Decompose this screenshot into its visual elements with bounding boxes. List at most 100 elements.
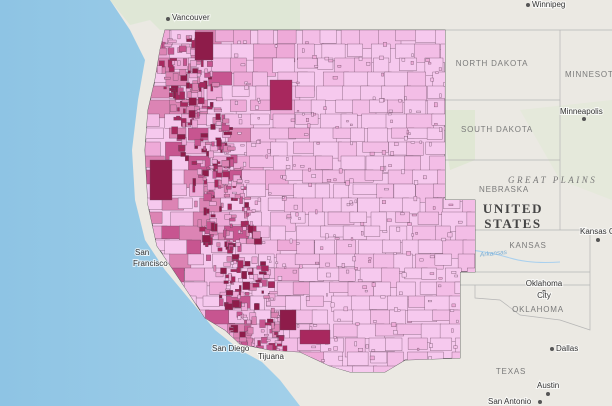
- county-cell: [169, 58, 177, 61]
- county-cell: [402, 197, 421, 215]
- county-cell: [295, 212, 299, 217]
- county-cell: [221, 124, 230, 132]
- county-cell: [163, 86, 167, 90]
- county-cell: [231, 300, 240, 308]
- county-cell: [305, 296, 310, 301]
- county-cell: [244, 202, 249, 208]
- county-cell: [438, 67, 442, 71]
- county-cell: [290, 118, 296, 122]
- county-cell: [253, 274, 259, 281]
- county-cell: [221, 160, 230, 167]
- county-cell: [211, 159, 218, 164]
- county-cell: [328, 348, 332, 351]
- county-cell: [308, 183, 312, 187]
- county-cell: [227, 203, 232, 210]
- county-cell: [268, 183, 297, 196]
- county-cell: [205, 242, 209, 247]
- county-cell: [394, 142, 399, 146]
- county-cell: [184, 267, 205, 282]
- county-cell: [200, 133, 209, 138]
- county-cell: [189, 72, 198, 79]
- county-cell: [324, 56, 329, 61]
- county-cell: [240, 166, 244, 170]
- county-cell: [216, 242, 221, 247]
- county-cell: [414, 180, 419, 185]
- county-cell: [379, 55, 384, 60]
- county-cell: [263, 274, 270, 279]
- county-cell: [419, 258, 424, 262]
- county-cell: [387, 113, 392, 116]
- county-cell: [380, 166, 385, 171]
- county-cell: [458, 220, 463, 224]
- county-cell: [240, 186, 245, 190]
- county-cell: [295, 85, 315, 98]
- county-cell: [197, 219, 202, 228]
- county-cell: [191, 161, 198, 165]
- county-cell: [410, 61, 414, 65]
- county-cell: [256, 265, 262, 270]
- county-cell: [341, 263, 345, 268]
- county-cell: [282, 196, 285, 199]
- county-cell: [226, 185, 232, 190]
- county-cell: [293, 164, 296, 167]
- city-dot: [538, 400, 542, 404]
- county-cell: [223, 229, 227, 238]
- county-cell: [302, 112, 305, 116]
- county-cell: [244, 152, 247, 156]
- county-cell: [388, 164, 392, 167]
- county-cell: [419, 140, 422, 144]
- county-cell: [231, 254, 240, 260]
- county-cell: [357, 279, 363, 282]
- county-cell: [435, 71, 439, 74]
- county-cell: [178, 147, 185, 152]
- county-cell: [333, 323, 361, 338]
- county-cell: [210, 234, 214, 237]
- county-cell: [247, 327, 254, 335]
- county-cell: [355, 322, 360, 326]
- county-cell: [286, 214, 292, 218]
- county-cell: [199, 107, 208, 112]
- county-cell: [244, 180, 250, 183]
- county-cell: [191, 40, 196, 48]
- county-cell: [411, 233, 414, 237]
- county-cell: [384, 165, 387, 171]
- county-cell: [252, 71, 268, 87]
- county-cell: [313, 112, 316, 116]
- county-cell: [451, 271, 457, 274]
- county-cell: [243, 40, 247, 44]
- county-cell: [328, 59, 334, 63]
- county-cell: [239, 238, 247, 244]
- county-cell: [198, 97, 205, 104]
- county-cell: [404, 136, 408, 141]
- county-cell: [188, 97, 197, 106]
- county-cell: [450, 309, 455, 312]
- county-cell: [188, 110, 196, 118]
- county-cell: [219, 294, 223, 299]
- county-cell: [434, 253, 452, 266]
- county-cell: [388, 109, 393, 113]
- county-cell: [285, 169, 304, 181]
- city-label: Minneapolis: [560, 107, 603, 116]
- county-cell: [244, 81, 248, 85]
- county-cell: [429, 343, 433, 348]
- county-cell: [299, 264, 303, 269]
- county-cell: [401, 58, 406, 62]
- county-cell: [257, 30, 274, 45]
- county-cell: [343, 306, 348, 312]
- county-cell: [219, 206, 222, 212]
- county-cell: [186, 46, 191, 54]
- county-cell: [393, 183, 416, 201]
- county-cell: [441, 237, 446, 242]
- county-cell: [237, 132, 242, 135]
- county-cell: [264, 322, 272, 326]
- county-cell: [369, 355, 375, 361]
- county-cell: [434, 102, 438, 108]
- county-cell: [232, 174, 241, 182]
- county-cell: [226, 256, 232, 262]
- county-cell: [373, 320, 377, 323]
- city-dot: [596, 238, 600, 242]
- county-cell: [145, 211, 163, 224]
- county-cell: [369, 99, 388, 113]
- county-cell: [381, 150, 386, 155]
